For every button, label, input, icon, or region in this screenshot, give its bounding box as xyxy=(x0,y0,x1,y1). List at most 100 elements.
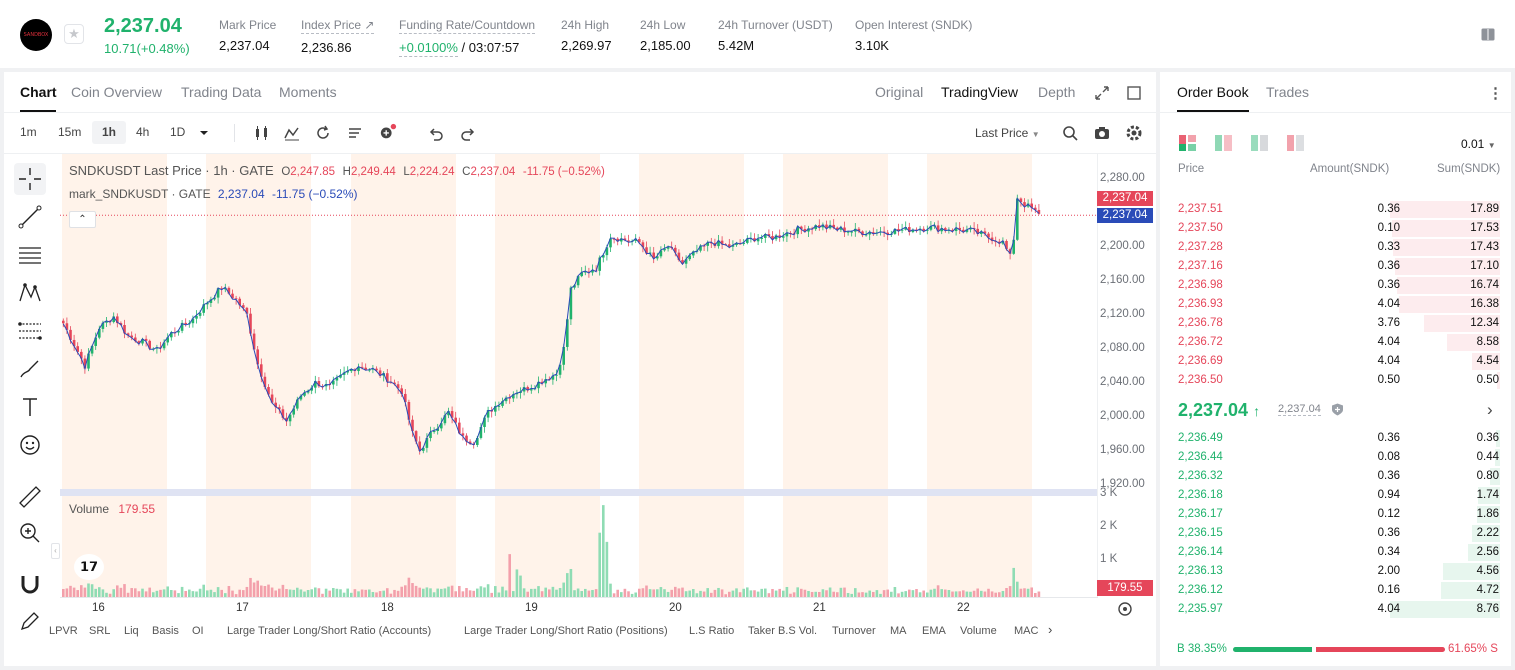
indicator-macd[interactable]: MACD xyxy=(1014,625,1038,637)
gear-icon[interactable] xyxy=(1125,124,1143,142)
indicator-liq[interactable]: Liq xyxy=(124,625,139,637)
collapse-toolbar-button[interactable]: ‹ xyxy=(51,543,60,559)
bid-row[interactable]: 2,236.32 0.36 0.80 xyxy=(1168,467,1508,486)
indicator-ma[interactable]: MA xyxy=(890,625,907,637)
indicators-icon[interactable] xyxy=(283,124,301,142)
volume-bar xyxy=(591,589,594,597)
view-bids-icon[interactable] xyxy=(1215,135,1233,151)
chevron-right-icon[interactable]: › xyxy=(1487,400,1493,419)
tab-coin-overview[interactable]: Coin Overview xyxy=(71,84,163,100)
indicator-large-trader-accounts[interactable]: Large Trader Long/Short Ratio (Accounts) xyxy=(227,625,432,637)
trendline-tool[interactable] xyxy=(14,201,46,233)
timeframe-1m[interactable]: 1m xyxy=(20,125,37,139)
favorite-star-icon[interactable]: ★ xyxy=(64,24,84,44)
tab-depth[interactable]: Depth xyxy=(1038,84,1076,100)
crosshair-tool[interactable] xyxy=(14,163,46,195)
zoom-tool[interactable] xyxy=(14,517,46,549)
tab-order-book[interactable]: Order Book xyxy=(1177,84,1249,100)
bid-row[interactable]: 2,236.18 0.94 1.74 xyxy=(1168,486,1508,505)
indicator-volume[interactable]: Volume xyxy=(960,625,997,637)
ask-row[interactable]: 2,237.28 0.33 17.43 xyxy=(1168,238,1508,257)
bid-row[interactable]: 2,236.13 2.00 4.56 xyxy=(1168,562,1508,581)
timeframe-4h[interactable]: 4h xyxy=(136,125,150,139)
undo-icon[interactable] xyxy=(427,124,445,142)
price-chart[interactable] xyxy=(60,154,1098,598)
stat-funding-rate[interactable]: Funding Rate/Countdown +0.0100% / 03:07:… xyxy=(399,18,536,57)
volume-legend: Volume 179.55 xyxy=(69,502,155,516)
bid-row[interactable]: 2,236.17 0.12 1.86 xyxy=(1168,505,1508,524)
candle-body xyxy=(461,433,465,436)
candle-body xyxy=(677,252,681,261)
mid-price[interactable]: 2,237.04 ↑ xyxy=(1178,400,1260,421)
templates-icon[interactable] xyxy=(346,124,364,142)
view-compact-icon[interactable] xyxy=(1287,135,1305,151)
tab-trading-data[interactable]: Trading Data xyxy=(181,84,262,100)
pattern-tool[interactable] xyxy=(14,277,46,309)
draw-mode-tool[interactable] xyxy=(14,605,46,637)
tab-original[interactable]: Original xyxy=(875,84,924,100)
ask-row[interactable]: 2,236.78 3.76 12.34 xyxy=(1168,314,1508,333)
indicator-srl[interactable]: SRL xyxy=(89,625,111,637)
chevron-down-icon[interactable] xyxy=(195,124,213,142)
stat-index-price[interactable]: Index Price ↗ 2,236.86 xyxy=(301,18,375,55)
tab-tradingview[interactable]: TradingView xyxy=(941,84,1019,100)
timeframe-1D[interactable]: 1D xyxy=(170,125,186,139)
bid-row[interactable]: 2,236.14 0.34 2.56 xyxy=(1168,543,1508,562)
measure-tool[interactable] xyxy=(14,481,46,513)
scroll-right-icon[interactable]: › xyxy=(1048,622,1053,637)
volume-bar xyxy=(119,587,123,597)
indicator-turnover[interactable]: Turnover xyxy=(832,625,876,637)
ask-row[interactable]: 2,236.93 4.04 16.38 xyxy=(1168,295,1508,314)
mark-price-line xyxy=(62,197,1040,453)
indicator-ls-ratio[interactable]: L.S Ratio xyxy=(689,625,735,637)
horizontal-lines-tool[interactable] xyxy=(14,239,46,271)
more-icon[interactable]: ⋮ xyxy=(1488,85,1503,102)
alert-add-icon[interactable] xyxy=(379,123,397,141)
candle-body xyxy=(144,338,148,341)
camera-icon[interactable] xyxy=(1093,124,1111,142)
text-tool[interactable] xyxy=(14,391,46,423)
timeframe-1h[interactable]: 1h xyxy=(92,121,126,144)
brush-tool[interactable] xyxy=(14,353,46,385)
tab-chart[interactable]: Chart xyxy=(20,84,57,100)
indicator-basis[interactable]: Basis xyxy=(152,625,179,637)
magnet-tool[interactable] xyxy=(14,568,46,600)
search-icon[interactable] xyxy=(1061,124,1079,142)
ask-row[interactable]: 2,237.51 0.36 17.89 xyxy=(1168,200,1508,219)
collapse-legend-button[interactable]: ⌃ xyxy=(69,211,96,228)
expand-icon[interactable] xyxy=(1093,84,1111,102)
ask-row[interactable]: 2,236.69 4.04 4.54 xyxy=(1168,352,1508,371)
book-icon[interactable] xyxy=(1481,28,1495,41)
redo-icon[interactable] xyxy=(459,124,477,142)
indicator-large-trader-positions[interactable]: Large Trader Long/Short Ratio (Positions… xyxy=(464,625,668,637)
tab-trades[interactable]: Trades xyxy=(1266,84,1310,100)
volume-bar xyxy=(753,590,756,597)
indicator-lpvr[interactable]: LPVR xyxy=(49,625,78,637)
chart-settings-icon[interactable] xyxy=(1116,600,1134,618)
indicator-taker-bs-vol[interactable]: Taker B.S Vol. xyxy=(748,625,818,637)
view-both-icon[interactable] xyxy=(1179,135,1197,151)
candle-body xyxy=(562,346,565,365)
tab-moments[interactable]: Moments xyxy=(279,84,337,100)
bid-row[interactable]: 2,236.12 0.16 4.72 xyxy=(1168,581,1508,600)
fullscreen-icon[interactable] xyxy=(1125,84,1143,102)
view-asks-icon[interactable] xyxy=(1251,135,1269,151)
ask-row[interactable]: 2,237.16 0.36 17.10 xyxy=(1168,257,1508,276)
replay-icon[interactable] xyxy=(314,124,332,142)
indicator-ema[interactable]: EMA xyxy=(922,625,946,637)
ask-row[interactable]: 2,236.98 0.36 16.74 xyxy=(1168,276,1508,295)
emoji-tool[interactable] xyxy=(14,429,46,461)
fib-tool[interactable] xyxy=(14,315,46,347)
precision-select[interactable]: 0.01 ▼ xyxy=(1461,137,1496,151)
bid-row[interactable]: 2,235.97 4.04 8.76 xyxy=(1168,600,1508,619)
bid-row[interactable]: 2,236.44 0.08 0.44 xyxy=(1168,448,1508,467)
candlestick-type-icon[interactable] xyxy=(253,124,271,142)
indicator-oi[interactable]: OI xyxy=(192,625,204,637)
bid-row[interactable]: 2,236.49 0.36 0.36 xyxy=(1168,429,1508,448)
ask-row[interactable]: 2,236.72 4.04 8.58 xyxy=(1168,333,1508,352)
timeframe-15m[interactable]: 15m xyxy=(58,125,82,139)
bid-row[interactable]: 2,236.15 0.36 2.22 xyxy=(1168,524,1508,543)
ask-row[interactable]: 2,236.50 0.50 0.50 xyxy=(1168,371,1508,390)
price-type-select[interactable]: Last Price ▼ xyxy=(975,126,1040,140)
ask-row[interactable]: 2,237.50 0.10 17.53 xyxy=(1168,219,1508,238)
